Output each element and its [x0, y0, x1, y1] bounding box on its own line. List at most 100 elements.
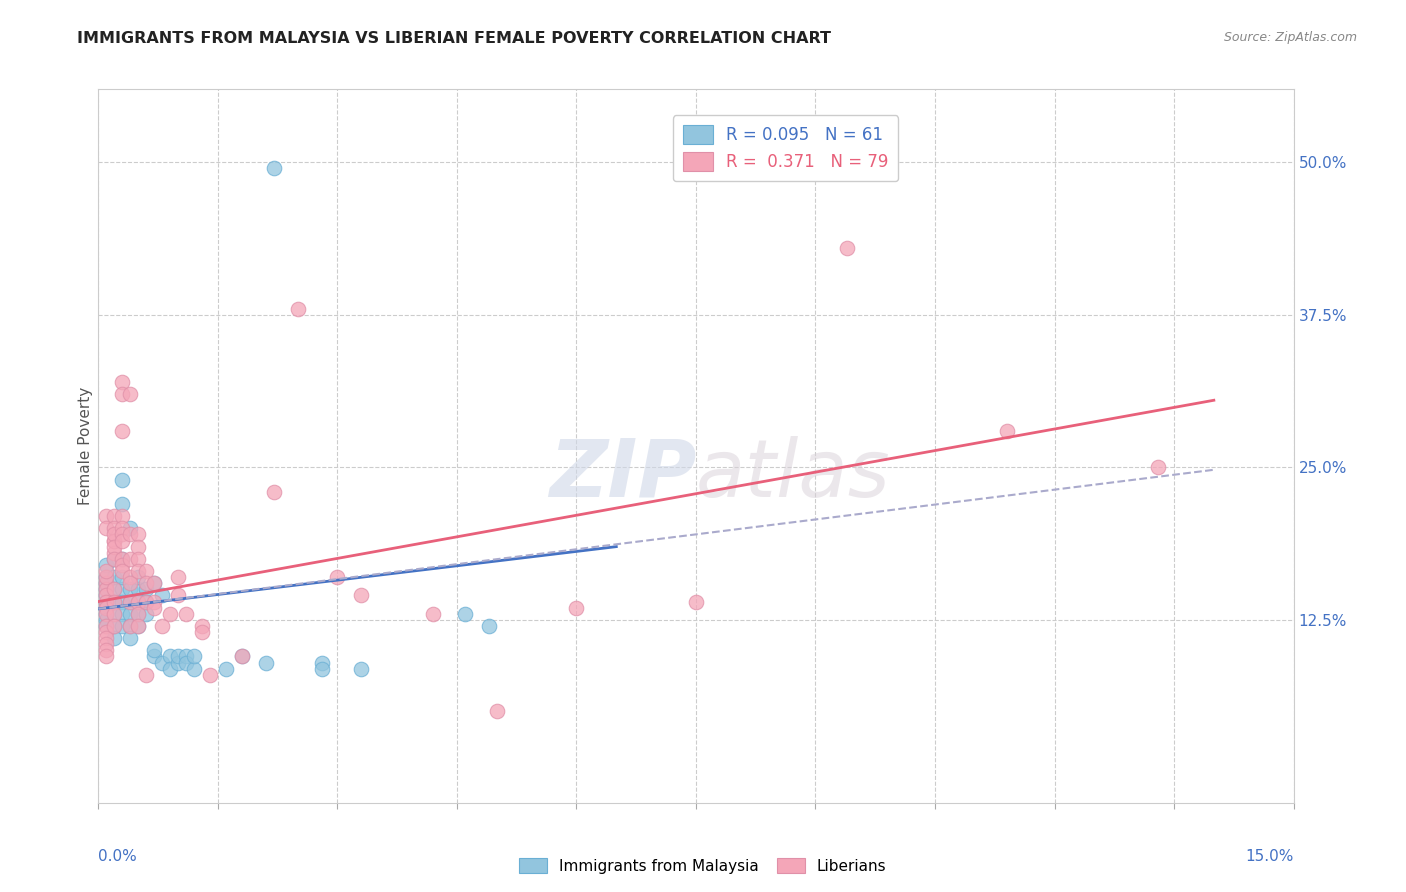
Point	[96, 564, 118, 578]
Point	[96, 576, 118, 591]
Point	[103, 533, 125, 548]
Point	[120, 570, 142, 584]
Point	[127, 607, 149, 621]
Point	[135, 576, 157, 591]
Point	[120, 594, 142, 608]
Point	[111, 473, 134, 487]
Point	[127, 527, 149, 541]
Point	[191, 619, 214, 633]
Legend: R = 0.095   N = 61, R =  0.371   N = 79: R = 0.095 N = 61, R = 0.371 N = 79	[672, 115, 898, 181]
Point	[111, 375, 134, 389]
Point	[103, 521, 125, 535]
Point	[167, 649, 190, 664]
Point	[111, 551, 134, 566]
Point	[263, 484, 285, 499]
Point	[127, 551, 149, 566]
Text: 0.0%: 0.0%	[98, 849, 138, 864]
Point	[111, 582, 134, 597]
Point	[103, 607, 125, 621]
Point	[120, 619, 142, 633]
Point	[103, 582, 125, 597]
Point	[96, 619, 118, 633]
Point	[127, 594, 149, 608]
Legend: Immigrants from Malaysia, Liberians: Immigrants from Malaysia, Liberians	[513, 852, 893, 880]
Point	[127, 564, 149, 578]
Point	[150, 589, 173, 603]
Point	[120, 521, 142, 535]
Point	[111, 521, 134, 535]
Point	[96, 600, 118, 615]
Point	[96, 607, 118, 621]
Point	[96, 607, 118, 621]
Point	[96, 594, 118, 608]
Point	[96, 570, 118, 584]
Point	[103, 582, 125, 597]
Point	[159, 662, 181, 676]
Point	[111, 619, 134, 633]
Point	[135, 582, 157, 597]
Point	[191, 625, 214, 640]
Point	[111, 509, 134, 524]
Point	[350, 662, 373, 676]
Point	[478, 619, 501, 633]
Point	[127, 594, 149, 608]
Point	[311, 662, 333, 676]
Point	[96, 558, 118, 572]
Point	[198, 667, 221, 681]
Point	[96, 570, 118, 584]
Point	[167, 656, 190, 670]
Point	[96, 509, 118, 524]
Point	[135, 594, 157, 608]
Point	[96, 649, 118, 664]
Point	[96, 589, 118, 603]
Point	[120, 607, 142, 621]
Point	[111, 594, 134, 608]
Text: IMMIGRANTS FROM MALAYSIA VS LIBERIAN FEMALE POVERTY CORRELATION CHART: IMMIGRANTS FROM MALAYSIA VS LIBERIAN FEM…	[77, 31, 831, 46]
Point	[103, 540, 125, 554]
Point	[111, 564, 134, 578]
Point	[143, 594, 166, 608]
Point	[215, 662, 238, 676]
Point	[231, 649, 253, 664]
Point	[103, 570, 125, 584]
Point	[111, 527, 134, 541]
Point	[120, 619, 142, 633]
Point	[565, 600, 588, 615]
Text: Source: ZipAtlas.com: Source: ZipAtlas.com	[1223, 31, 1357, 45]
Point	[135, 594, 157, 608]
Point	[159, 607, 181, 621]
Point	[127, 619, 149, 633]
Point	[103, 619, 125, 633]
Point	[111, 533, 134, 548]
Point	[96, 619, 118, 633]
Point	[96, 643, 118, 657]
Point	[143, 576, 166, 591]
Text: ZIP: ZIP	[548, 435, 696, 514]
Point	[103, 551, 125, 566]
Point	[103, 594, 125, 608]
Point	[150, 619, 173, 633]
Point	[127, 570, 149, 584]
Point	[111, 570, 134, 584]
Point	[120, 387, 142, 401]
Point	[120, 594, 142, 608]
Point	[103, 631, 125, 645]
Point	[111, 551, 134, 566]
Point	[127, 607, 149, 621]
Point	[96, 637, 118, 651]
Point	[143, 643, 166, 657]
Point	[111, 387, 134, 401]
Point	[103, 546, 125, 560]
Point	[174, 656, 197, 670]
Point	[143, 600, 166, 615]
Point	[326, 570, 349, 584]
Point	[111, 558, 134, 572]
Point	[103, 594, 125, 608]
Point	[485, 704, 508, 718]
Point	[120, 551, 142, 566]
Point	[120, 576, 142, 591]
Point	[287, 301, 309, 316]
Point	[422, 607, 444, 621]
Point	[103, 619, 125, 633]
Point	[120, 527, 142, 541]
